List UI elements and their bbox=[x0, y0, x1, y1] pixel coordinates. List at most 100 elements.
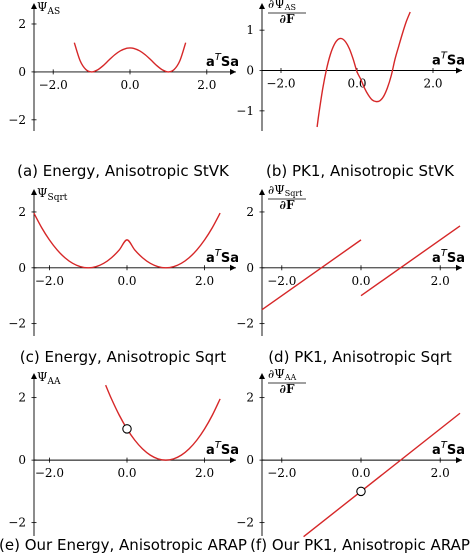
y-label-num: ∂Ψ bbox=[268, 183, 285, 197]
y-tick-label: 2 bbox=[18, 205, 26, 219]
y-axis-arrow bbox=[259, 373, 265, 379]
x-label-sup: T bbox=[215, 248, 222, 259]
x-tick-label: −2.0 bbox=[267, 466, 296, 480]
y-tick-label: 2 bbox=[246, 205, 254, 219]
x-tick-label: 2.0 bbox=[431, 466, 450, 480]
x-tick-label: 0.0 bbox=[347, 77, 366, 91]
y-axis-arrow bbox=[31, 189, 37, 195]
y-label-sub: AS bbox=[47, 7, 61, 17]
x-tick-label: 2.0 bbox=[195, 274, 214, 288]
y-axis-label-numerator: ∂ΨAS bbox=[268, 0, 296, 12]
chart-panel-2: −2.0 0.0 2.0 −1 0 1 ∂ΨAS∂F aTSa (b) PK1, Anisotr… bbox=[236, 0, 465, 180]
x-label-end: Sa bbox=[221, 55, 239, 70]
x-tick-label: 0.0 bbox=[351, 466, 370, 480]
x-tick-label: −2.0 bbox=[35, 274, 64, 288]
x-tick-label: 2.0 bbox=[197, 78, 216, 92]
y-axis-label: ΨAS bbox=[37, 0, 60, 17]
x-label-base: a bbox=[206, 251, 215, 266]
series-line-1 bbox=[316, 11, 411, 128]
x-axis-label: aTSa bbox=[432, 248, 465, 266]
y-tick-label: 2 bbox=[18, 17, 26, 31]
series-line-2 bbox=[360, 225, 461, 297]
x-label-end: Sa bbox=[221, 443, 239, 458]
x-tick-label: −2.0 bbox=[267, 274, 296, 288]
y-label-denominator: ∂F bbox=[280, 198, 295, 212]
x-label-base: a bbox=[206, 443, 215, 458]
y-label-num: ∂Ψ bbox=[268, 367, 285, 381]
y-tick-label: −2 bbox=[236, 317, 254, 331]
y-tick-label: 2 bbox=[246, 391, 254, 405]
y-label-num-sub: Sqrt bbox=[285, 189, 303, 198]
y-tick-label: 2 bbox=[18, 391, 26, 405]
panel-caption: (c) Energy, Anisotropic Sqrt bbox=[20, 348, 227, 366]
x-axis-arrow bbox=[456, 67, 462, 74]
x-label-end: Sa bbox=[447, 443, 465, 458]
x-label-sup: T bbox=[215, 52, 222, 63]
x-tick-label: −2.0 bbox=[39, 78, 68, 92]
panel-caption: (a) Energy, Anisotropic StVK bbox=[17, 162, 230, 180]
y-label-denominator: ∂F bbox=[280, 12, 295, 26]
x-tick-label: 0.0 bbox=[351, 274, 370, 288]
y-tick-label: −2 bbox=[236, 516, 254, 530]
y-tick-label: −2 bbox=[8, 113, 26, 127]
y-label-denominator: ∂F bbox=[280, 382, 295, 396]
x-label-base: a bbox=[206, 55, 215, 70]
x-label-end: Sa bbox=[447, 54, 465, 69]
y-tick-label: 0 bbox=[18, 453, 26, 467]
series-line-1 bbox=[33, 212, 221, 269]
y-tick-label: 0 bbox=[18, 65, 26, 79]
y-label-num-sub: AA bbox=[284, 373, 297, 382]
x-tick-label: 0.0 bbox=[117, 466, 136, 480]
x-axis-arrow bbox=[230, 264, 236, 271]
y-axis-label-numerator: ∂ΨAA bbox=[268, 367, 297, 382]
x-label-sup: T bbox=[441, 248, 448, 259]
x-tick-label: 0.0 bbox=[117, 274, 136, 288]
y-tick-label: 0 bbox=[246, 261, 254, 275]
series-line-1 bbox=[303, 412, 461, 538]
chart-panel-4: −2.0 0.0 2.0 −2 0 2 ∂ΨSqrt∂F aTSa (d) PK1, Aniso… bbox=[236, 183, 465, 366]
y-label-sub: AA bbox=[47, 377, 61, 387]
panel-caption: (e) Our Energy, Anisotropic ARAP bbox=[0, 536, 247, 554]
open-circle-marker bbox=[356, 486, 366, 497]
x-tick-label: 2.0 bbox=[423, 77, 442, 91]
panel-caption: (b) PK1, Anisotropic StVK bbox=[266, 162, 455, 180]
x-label-sup: T bbox=[441, 51, 448, 62]
series-line-1 bbox=[73, 42, 187, 73]
x-axis-arrow bbox=[230, 457, 236, 464]
x-axis-label: aTSa bbox=[206, 440, 239, 458]
x-axis-arrow bbox=[456, 264, 462, 271]
y-axis-arrow bbox=[259, 3, 265, 9]
y-label-main: Ψ bbox=[37, 0, 48, 14]
y-tick-label: 1 bbox=[246, 23, 254, 37]
y-label-main: Ψ bbox=[37, 186, 48, 200]
open-circle-marker bbox=[122, 424, 132, 434]
x-tick-label: −2.0 bbox=[35, 466, 64, 480]
x-label-end: Sa bbox=[221, 251, 239, 266]
y-label-sub: Sqrt bbox=[48, 193, 68, 203]
x-label-base: a bbox=[432, 54, 441, 69]
panel-caption: (d) PK1, Anisotropic Sqrt bbox=[268, 348, 452, 366]
y-tick-label: −1 bbox=[236, 104, 254, 118]
panel-caption: (f) Our PK1, Anisotropic ARAP bbox=[250, 536, 470, 554]
y-axis-label: ΨSqrt bbox=[37, 186, 68, 203]
y-tick-label: 0 bbox=[246, 453, 254, 467]
y-tick-label: −2 bbox=[8, 317, 26, 331]
x-tick-label: 0.0 bbox=[120, 78, 139, 92]
y-axis-label: ΨAA bbox=[37, 370, 61, 387]
x-axis-arrow bbox=[230, 68, 236, 75]
y-tick-label: −2 bbox=[8, 516, 26, 530]
y-tick-label: 0 bbox=[246, 64, 254, 78]
x-tick-label: −2.0 bbox=[266, 77, 295, 91]
series-line-1 bbox=[105, 384, 221, 461]
y-axis-arrow bbox=[31, 3, 37, 9]
x-label-base: a bbox=[432, 443, 441, 458]
y-label-num-sub: AS bbox=[284, 3, 296, 12]
x-tick-label: 2.0 bbox=[431, 274, 450, 288]
x-label-sup: T bbox=[215, 440, 222, 451]
x-axis-label: aTSa bbox=[432, 51, 465, 69]
y-axis-label-numerator: ∂ΨSqrt bbox=[268, 183, 303, 198]
x-axis-label: aTSa bbox=[206, 248, 239, 266]
